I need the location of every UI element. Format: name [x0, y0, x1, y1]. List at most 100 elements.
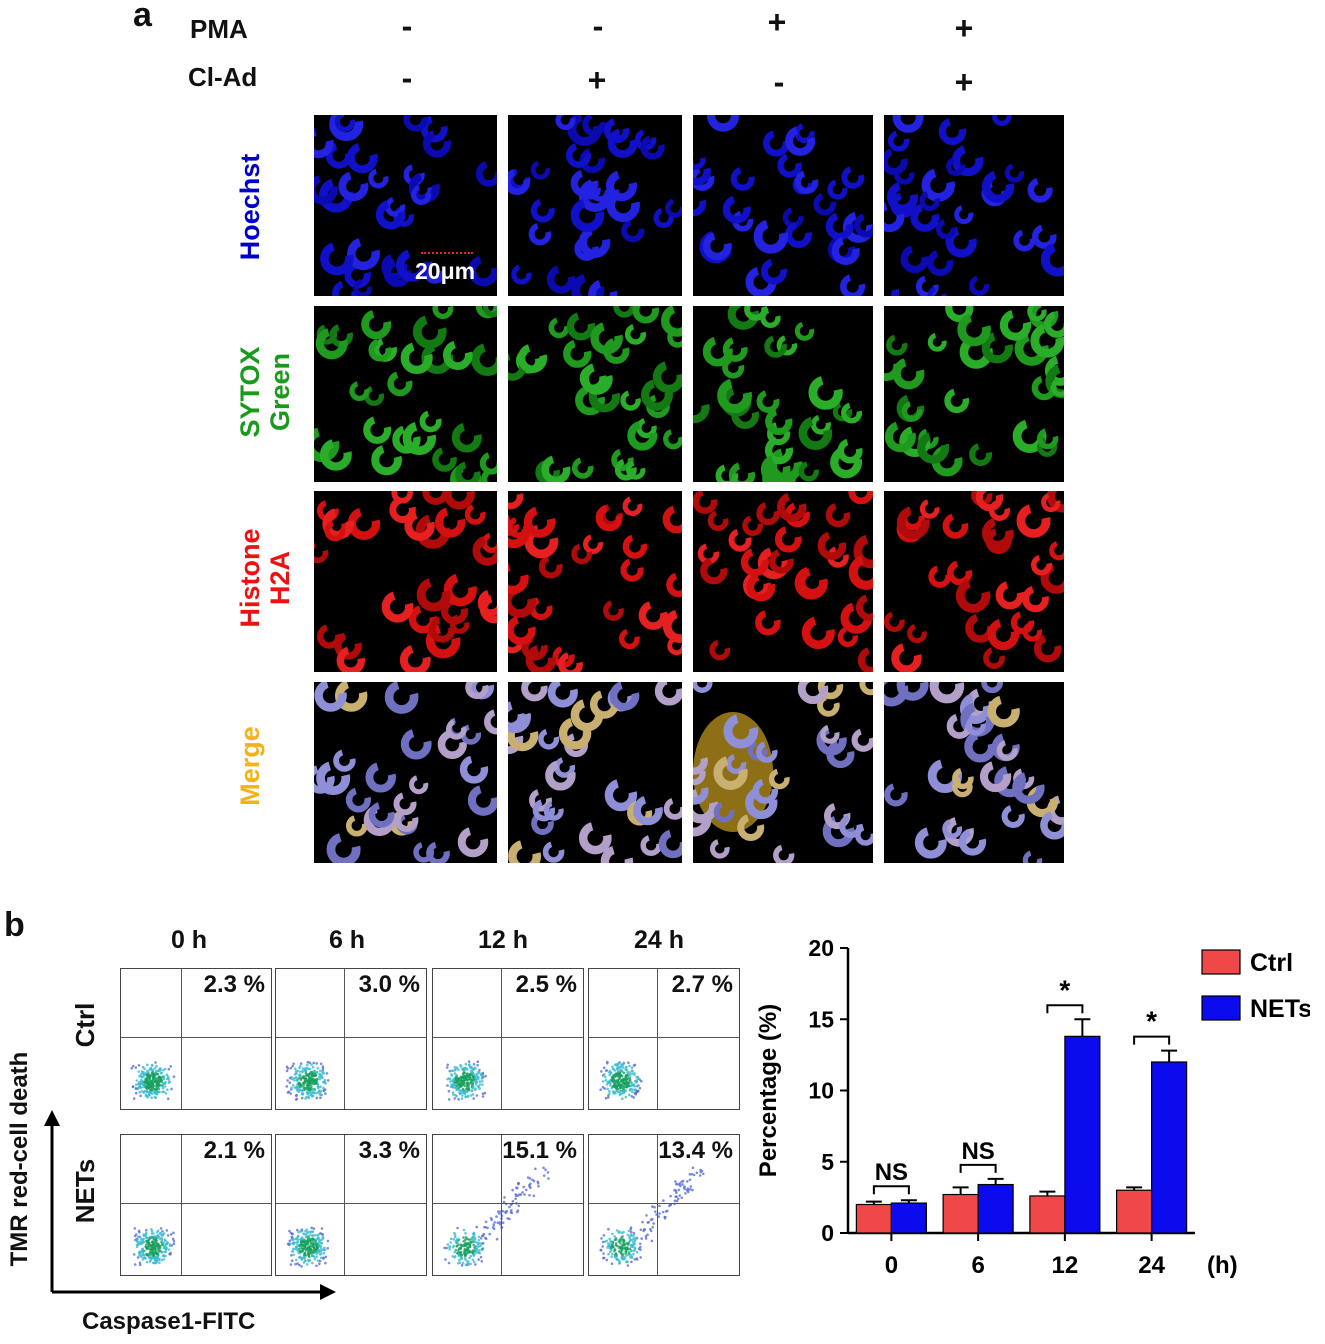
- quadrant-percent: 2.1 %: [203, 1137, 265, 1164]
- significance-bracket-12: [1046, 1004, 1084, 1014]
- significance-label-24: *: [1146, 1006, 1157, 1037]
- y-axis-title: Percentage (%): [755, 1004, 782, 1177]
- flow-plot-nets-2: 3.3 %: [275, 1134, 427, 1276]
- significance-bracket-24: [1133, 1035, 1171, 1045]
- gate-horizontal-line: [276, 1203, 426, 1204]
- cell-nuclei-pattern: [693, 682, 873, 863]
- flow-plot-nets-1: 2.1 %: [120, 1134, 272, 1276]
- gate-horizontal-line: [433, 1203, 583, 1204]
- legend-swatch-ctrl: [1201, 949, 1241, 975]
- micro-image-histone-1: [314, 491, 497, 672]
- row-label-hoechst: Hoechst: [235, 153, 265, 261]
- panel-a-letter: a: [133, 0, 152, 34]
- micro-image-merge-2: [508, 682, 682, 863]
- cell-nuclei-pattern: [884, 115, 1064, 296]
- condition-pma-label: PMA: [190, 14, 248, 44]
- cell-nuclei-pattern: [314, 306, 497, 482]
- micro-image-merge-4: [884, 682, 1064, 863]
- x-tick-label-12: 12: [1052, 1252, 1079, 1279]
- flow-dot-cloud: [599, 1060, 643, 1100]
- clad-sign-2: +: [587, 62, 607, 98]
- row-label-histone-h2a: Histone H2A: [235, 528, 295, 628]
- cell-nuclei-pattern: [314, 491, 497, 672]
- bar-ctrl-0: [855, 1203, 892, 1234]
- clad-sign-4: +: [954, 64, 974, 100]
- bar-nets-0: [890, 1202, 927, 1234]
- gate-vertical-line: [344, 969, 345, 1109]
- quadrant-percent: 2.3 %: [203, 971, 265, 998]
- time-label-12h: 12 h: [477, 926, 529, 954]
- bar-ctrl-24: [1116, 1189, 1153, 1234]
- flow-plot-nets-4: 13.4 %: [588, 1134, 740, 1276]
- flow-dot-cloud: [286, 1226, 330, 1268]
- quadrant-percent: 15.1 %: [502, 1137, 577, 1164]
- cell-nuclei-pattern: [693, 491, 873, 672]
- quadrant-percent: 2.7 %: [671, 971, 733, 998]
- bar-ctrl-12: [1029, 1195, 1066, 1234]
- flow-plot-nets-3: 15.1 %: [432, 1134, 584, 1276]
- gate-horizontal-line: [121, 1203, 271, 1204]
- micro-image-histone-2: [508, 491, 682, 672]
- gate-vertical-line: [501, 1135, 502, 1275]
- significance-bracket-0: [872, 1185, 910, 1195]
- y-tick-label: 15: [808, 1006, 834, 1032]
- flow-dot-cloud: [130, 1061, 176, 1100]
- flow-row-label-ctrl: Ctrl: [70, 1002, 100, 1048]
- flow-plot-ctrl-1: 2.3 %: [120, 968, 272, 1110]
- condition-clad-label: Cl-Ad: [188, 62, 258, 92]
- flow-plot-ctrl-3: 2.5 %: [432, 968, 584, 1110]
- cell-nuclei-pattern: [314, 115, 497, 296]
- x-tick-label-6: 6: [971, 1252, 984, 1279]
- cell-nuclei-pattern: [314, 682, 497, 863]
- y-tick-label: 0: [821, 1220, 834, 1246]
- micro-image-merge-3: [693, 682, 873, 863]
- pma-sign-2: -: [592, 8, 604, 44]
- flow-dot-cloud: [445, 1060, 487, 1101]
- percentage-bar-chart: 0 5 10 15 20 Percentage (%) 0 NS 6 NS 12 * 24 * (h) Ctr…: [755, 935, 1310, 1279]
- micro-image-histone-4: [884, 491, 1064, 672]
- flow-axes-arrows: [44, 1110, 336, 1300]
- x-axis-unit: (h): [1207, 1252, 1238, 1279]
- micro-image-histone-3: [693, 491, 873, 672]
- gate-vertical-line: [501, 969, 502, 1109]
- significance-bracket-6: [959, 1163, 997, 1173]
- x-tick-label-24: 24: [1138, 1252, 1165, 1279]
- micro-image-sytox-3: [693, 306, 873, 482]
- gate-horizontal-line: [589, 1037, 739, 1038]
- bar-nets-12: [1064, 1035, 1101, 1234]
- micro-image-hoechst-4: [884, 115, 1064, 296]
- flow-dot-cloud: [285, 1060, 330, 1101]
- legend-label-nets: NETs: [1250, 995, 1310, 1023]
- cell-nuclei-pattern: [508, 682, 682, 863]
- micro-image-hoechst-1: [314, 115, 497, 296]
- pma-sign-4: +: [954, 10, 974, 46]
- quadrant-percent: 13.4 %: [658, 1137, 733, 1164]
- flow-plot-ctrl-2: 3.0 %: [275, 968, 427, 1110]
- gate-horizontal-line: [589, 1203, 739, 1204]
- time-label-6h: 6 h: [328, 926, 366, 954]
- flow-dot-cloud: [132, 1227, 176, 1267]
- scale-bar-label: 20μm: [415, 258, 476, 284]
- x-tick-label-0: 0: [885, 1252, 898, 1279]
- y-tick-label: 20: [808, 935, 834, 961]
- pma-sign-1: -: [401, 8, 413, 44]
- row-label-sytox-green: SYTOX Green: [235, 346, 295, 438]
- bar-nets-6: [977, 1183, 1014, 1234]
- gate-vertical-line: [657, 1135, 658, 1275]
- quadrant-percent: 3.0 %: [358, 971, 420, 998]
- micro-image-sytox-2: [508, 306, 682, 482]
- y-tick-label: 5: [821, 1149, 834, 1175]
- time-label-0h: 0 h: [170, 926, 208, 954]
- quadrant-percent: 3.3 %: [358, 1137, 420, 1164]
- significance-label-6: NS: [961, 1138, 994, 1165]
- micro-image-sytox-4: [884, 306, 1064, 482]
- cell-nuclei-pattern: [693, 115, 873, 296]
- gate-vertical-line: [181, 1135, 182, 1275]
- bar-ctrl-6: [942, 1193, 979, 1234]
- clad-sign-3: -: [773, 64, 785, 100]
- cell-nuclei-pattern: [884, 491, 1064, 672]
- gate-vertical-line: [181, 969, 182, 1109]
- flow-plot-ctrl-4: 2.7 %: [588, 968, 740, 1110]
- gate-vertical-line: [344, 1135, 345, 1275]
- panel-b-letter: b: [4, 906, 25, 944]
